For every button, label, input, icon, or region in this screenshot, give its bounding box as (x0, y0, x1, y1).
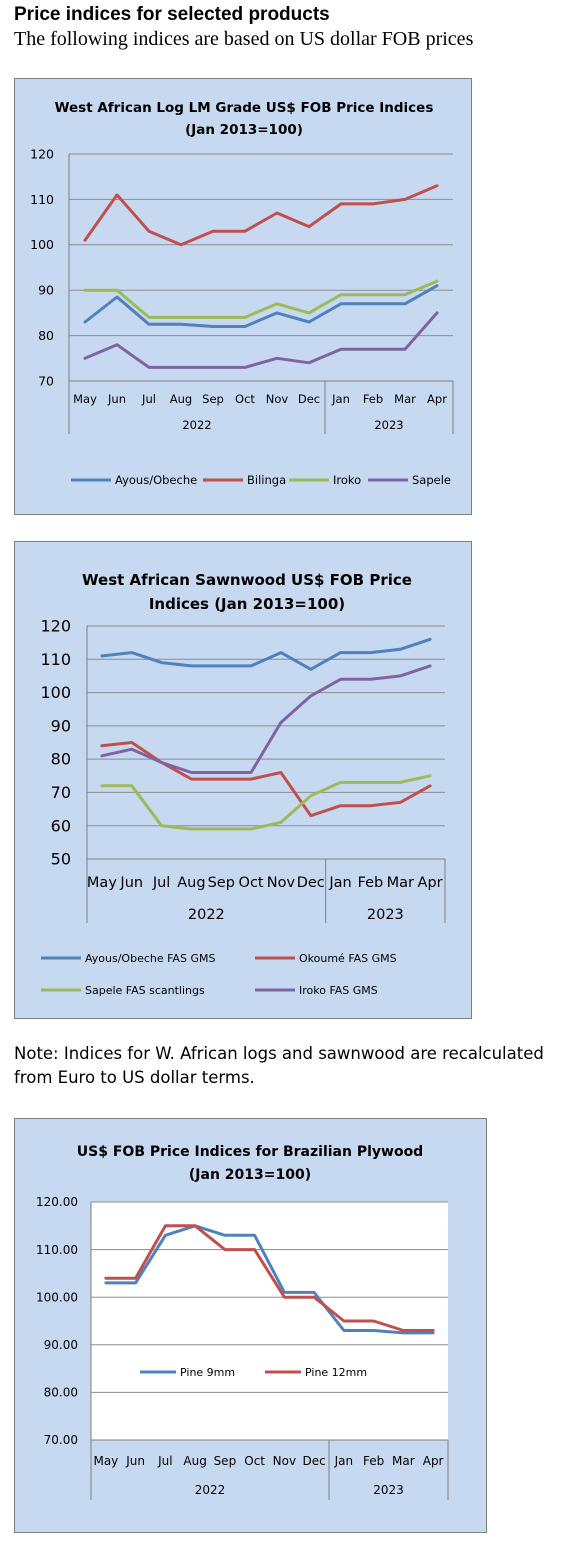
chart-title-line: (Jan 2013=100) (185, 122, 303, 138)
year-label: 2023 (367, 907, 404, 923)
year-label: 2023 (373, 1483, 404, 1497)
x-tick-label: Oct (235, 392, 255, 406)
legend-label: Iroko (333, 473, 361, 487)
y-tick-label: 60 (51, 816, 71, 835)
recalculation-note: Note: Indices for W. African logs and sa… (14, 1044, 544, 1087)
chart-title-line: West African Log LM Grade US$ FOB Price … (55, 100, 434, 116)
y-tick-label: 70 (38, 373, 54, 388)
x-tick-label: Feb (363, 392, 383, 406)
y-tick-label: 90 (38, 283, 54, 298)
x-tick-label: May (87, 875, 117, 891)
legend-label: Iroko FAS GMS (299, 984, 378, 997)
sawnwood-price-chart: West African Sawnwood US$ FOB Price Indic… (14, 541, 472, 1019)
x-tick-label: Aug (170, 392, 192, 406)
chart-title-line: (Jan 2013=100) (189, 1167, 311, 1183)
x-tick-label: Apr (423, 1454, 444, 1468)
y-tick-label: 80 (51, 750, 71, 769)
y-tick-label: 80 (38, 328, 54, 343)
series-line (100, 664, 432, 774)
y-tick-label: 90 (51, 716, 71, 735)
x-tick-label: Aug (177, 875, 205, 891)
x-tick-label: Sep (208, 875, 235, 891)
x-tick-label: Dec (298, 392, 320, 406)
x-tick-label: Nov (273, 1454, 296, 1468)
year-label: 2022 (195, 1483, 226, 1497)
series-line (100, 741, 432, 818)
log-price-chart: West African Log LM Grade US$ FOB Price … (14, 78, 472, 515)
series-line (83, 184, 439, 247)
y-tick-label: 120 (40, 617, 71, 636)
legend-label: Ayous/Obeche (115, 473, 197, 487)
y-tick-label: 110 (40, 650, 71, 669)
chart-title-line: Indices (Jan 2013=100) (149, 595, 345, 613)
y-tick-label: 100 (40, 683, 71, 702)
y-tick-label: 100.00 (36, 1290, 78, 1304)
x-tick-label: Mar (394, 392, 416, 406)
x-tick-label: Sep (202, 392, 224, 406)
x-tick-label: Jan (334, 1454, 354, 1468)
x-tick-label: May (73, 392, 97, 406)
legend-label: Bilinga (247, 473, 286, 487)
series-line (104, 1224, 435, 1332)
series-line (83, 279, 439, 319)
x-tick-label: Dec (297, 875, 325, 891)
legend-label: Okoumé FAS GMS (299, 952, 397, 965)
x-tick-label: Aug (183, 1454, 206, 1468)
x-tick-label: Jun (119, 875, 143, 891)
x-tick-label: Dec (303, 1454, 326, 1468)
y-tick-label: 100 (30, 237, 54, 252)
year-label: 2022 (182, 418, 211, 432)
section-heading: Price indices for selected products (14, 4, 330, 25)
series-line (83, 311, 439, 369)
y-tick-label: 120 (30, 146, 54, 161)
x-tick-label: Sep (214, 1454, 237, 1468)
series-line (83, 284, 439, 328)
legend-label: Sapele (412, 473, 451, 487)
x-tick-label: Feb (358, 875, 384, 891)
y-tick-label: 70.00 (44, 1433, 78, 1447)
x-tick-label: Jun (125, 1454, 145, 1468)
x-tick-label: Oct (244, 1454, 265, 1468)
x-tick-label: Jan (328, 875, 351, 891)
x-tick-label: Nov (267, 875, 296, 891)
x-tick-label: Mar (392, 1454, 415, 1468)
x-tick-label: Jul (141, 392, 156, 406)
x-tick-label: May (93, 1454, 118, 1468)
x-tick-label: Jul (152, 875, 171, 891)
legend-label: Pine 9mm (180, 1366, 235, 1379)
y-tick-label: 50 (51, 850, 71, 869)
x-tick-label: Nov (266, 392, 289, 406)
x-tick-label: Jan (331, 392, 350, 406)
series-line (100, 774, 432, 831)
plywood-price-chart: US$ FOB Price Indices for Brazilian Plyw… (14, 1118, 487, 1533)
chart-title-line: West African Sawnwood US$ FOB Price (82, 571, 412, 589)
series-line (104, 1224, 435, 1335)
x-tick-label: Apr (418, 875, 443, 891)
legend-box (108, 1352, 392, 1388)
y-tick-label: 120.00 (36, 1195, 78, 1209)
x-tick-label: Feb (363, 1454, 384, 1468)
x-tick-label: Mar (387, 875, 414, 891)
year-label: 2022 (188, 907, 225, 923)
y-tick-label: 80.00 (44, 1386, 78, 1400)
y-tick-label: 70 (51, 783, 71, 802)
y-tick-label: 110 (30, 192, 54, 207)
x-tick-label: Oct (239, 875, 264, 891)
year-label: 2023 (374, 418, 403, 432)
x-tick-label: Jul (157, 1454, 172, 1468)
y-tick-label: 110.00 (36, 1243, 78, 1257)
x-tick-label: Apr (427, 392, 447, 406)
legend-label: Sapele FAS scantlings (85, 984, 205, 997)
legend-label: Ayous/Obeche FAS GMS (85, 952, 215, 965)
series-line (100, 637, 432, 671)
section-subheading: The following indices are based on US do… (14, 28, 474, 50)
y-tick-label: 90.00 (44, 1338, 78, 1352)
plot-area (91, 1202, 448, 1440)
chart-title-line: US$ FOB Price Indices for Brazilian Plyw… (77, 1144, 423, 1160)
x-tick-label: Jun (107, 392, 126, 406)
legend-label: Pine 12mm (305, 1366, 367, 1379)
